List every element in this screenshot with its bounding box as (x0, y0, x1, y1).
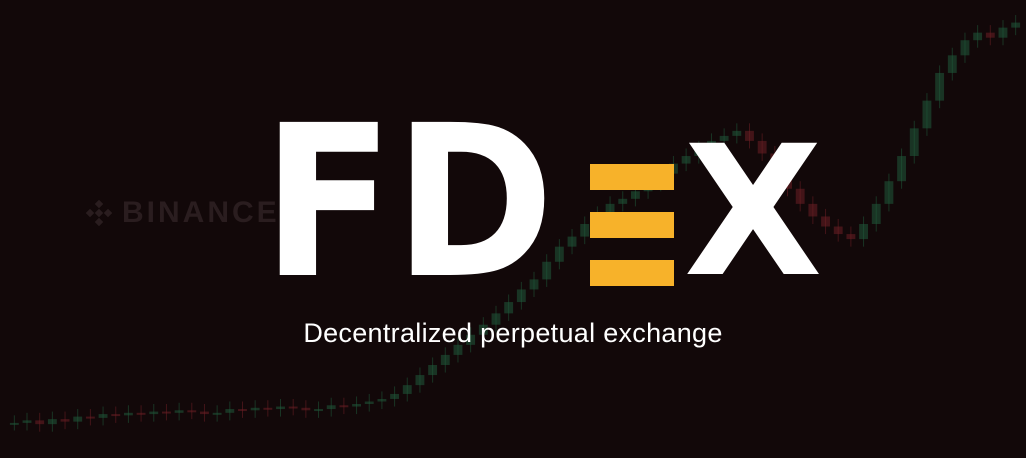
candle-body (542, 261, 552, 280)
candle-body (732, 130, 742, 136)
candle-body (440, 354, 450, 365)
logo-bar-bottom (589, 260, 674, 286)
fdex-logo: FD X (262, 80, 823, 325)
candle-body (681, 156, 691, 164)
candle-body (276, 406, 285, 410)
candle-body (200, 411, 209, 415)
candle-body (60, 419, 70, 422)
candle-body (795, 188, 805, 204)
candle-body (149, 411, 159, 415)
candle-body (390, 393, 400, 399)
candle-body (833, 226, 843, 235)
candle-body (212, 412, 222, 415)
logo-bar-top (589, 164, 674, 190)
candle-body (630, 191, 640, 199)
candle-body (174, 410, 184, 413)
candle-body (960, 40, 970, 56)
candle-body (491, 313, 501, 325)
candle-body (111, 414, 121, 417)
candle-body (516, 289, 526, 303)
candle-body (580, 224, 590, 237)
candle-body (225, 409, 235, 413)
candle-body (1011, 22, 1021, 28)
candle-body (529, 279, 539, 290)
candle-body (859, 224, 868, 240)
exchange-watermark: BINANCE (86, 196, 280, 230)
candle-body (35, 420, 45, 425)
candle-body (985, 32, 995, 38)
candle-body (871, 203, 881, 224)
candle-body (757, 140, 767, 154)
candle-body (301, 407, 311, 411)
candle-body (98, 414, 108, 418)
candle-body (478, 324, 488, 335)
logo-letters: FD (262, 80, 555, 325)
candle-body (402, 385, 412, 394)
candle-body (884, 181, 894, 204)
candle-body (47, 419, 57, 425)
candle-body (846, 234, 856, 240)
candle-body (821, 216, 830, 227)
tagline: Decentralized perpetual exchange (303, 318, 723, 348)
candle-body (238, 409, 247, 412)
candle-body (770, 153, 780, 172)
candle-body (745, 130, 754, 141)
candle-body (504, 302, 514, 314)
candle-body (808, 203, 818, 217)
candle-body (707, 140, 716, 149)
candle-body (605, 203, 615, 214)
candle-body (947, 55, 957, 73)
candle-body (567, 236, 577, 247)
candle-body (22, 420, 32, 423)
logo-e-bars (589, 164, 674, 286)
candle-body (415, 375, 425, 386)
candle-body (554, 246, 564, 262)
candle-body (9, 422, 19, 425)
candle-body (263, 407, 273, 410)
candle-body (466, 334, 476, 345)
candle-body (314, 409, 323, 412)
candle-body (783, 171, 792, 189)
candle-body (428, 364, 438, 376)
binance-icon (86, 200, 112, 226)
logo-bar-middle (589, 212, 674, 238)
candle-body (250, 407, 260, 411)
candle-body (377, 398, 387, 402)
candle-body (352, 404, 361, 407)
candle-body (998, 27, 1008, 38)
candle-body (719, 135, 729, 141)
candle-body (364, 401, 374, 405)
logo-letter-x: X (683, 108, 823, 317)
candle-body (694, 148, 704, 157)
candle-body (73, 416, 83, 422)
candle-body (187, 410, 197, 413)
candle-body (162, 411, 171, 414)
candle-body (288, 406, 298, 409)
candle-body (897, 156, 907, 182)
candle-body (85, 416, 95, 419)
candle-body (326, 405, 336, 410)
watermark-text: BINANCE (122, 196, 280, 229)
candle-body (123, 412, 133, 416)
candle-body (618, 198, 628, 204)
candle-body (453, 344, 463, 355)
candle-body (339, 405, 349, 408)
candle-body (909, 128, 919, 157)
candle-body (973, 32, 983, 41)
candle-body (935, 72, 945, 101)
candle-body (922, 100, 932, 129)
candle-body (136, 412, 146, 415)
